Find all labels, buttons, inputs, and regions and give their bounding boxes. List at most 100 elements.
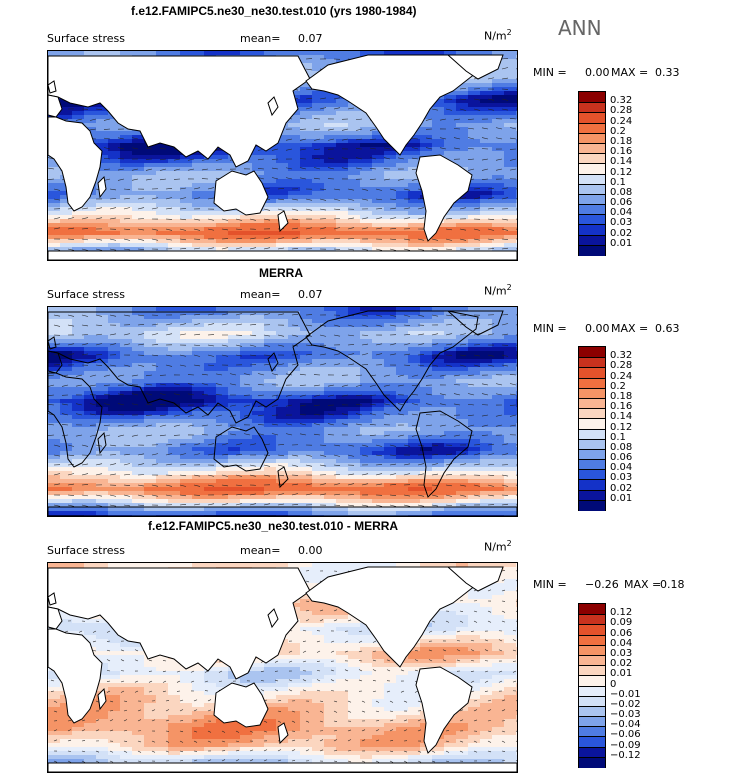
mean-value: 0.00 xyxy=(298,544,323,557)
colorbar-tick-label: 0.06 xyxy=(610,197,633,209)
landmass-australia xyxy=(213,426,269,472)
colorbar-tick-label: 0.03 xyxy=(610,647,633,659)
colorbar-tick-label: 0.01 xyxy=(610,668,633,680)
colorbar-tick-label: 0.02 xyxy=(610,658,633,670)
max-label: MAX = xyxy=(611,322,649,335)
colorbar-swatch xyxy=(579,387,605,399)
colorbar-swatch xyxy=(579,153,605,164)
colorbar-swatch xyxy=(579,705,605,717)
colorbar-swatch xyxy=(579,234,605,246)
colorbar-swatch xyxy=(579,604,605,615)
mean-label: mean= xyxy=(240,32,281,45)
colorbar-swatch xyxy=(579,214,605,225)
panel-title: MERRA xyxy=(259,266,303,280)
colorbar-swatch xyxy=(579,634,605,646)
colorbar-tick-label: 0.18 xyxy=(610,390,633,402)
colorbar-swatch xyxy=(579,716,605,727)
colorbar-swatch xyxy=(579,112,605,124)
season-label: ANN xyxy=(558,16,602,40)
colorbar-tick-label: 0.18 xyxy=(610,135,633,147)
colorbar-tick-label: 0.03 xyxy=(610,472,633,484)
units-label: N/m2 xyxy=(484,283,512,298)
stress-field xyxy=(48,51,517,260)
colorbar-tick-label: 0.24 xyxy=(610,370,633,382)
variable-label: Surface stress xyxy=(47,544,125,557)
min-value: −0.26 xyxy=(585,578,619,591)
colorbar-swatch xyxy=(579,92,605,103)
colorbar-swatch xyxy=(579,499,605,511)
units-label: N/m2 xyxy=(484,539,512,554)
colorbar-swatch xyxy=(579,644,605,656)
max-value: 0.63 xyxy=(655,322,680,335)
world-map xyxy=(47,50,518,261)
landmass-greenland xyxy=(446,566,504,592)
variable-label: Surface stress xyxy=(47,288,125,301)
colorbar-tick-label: −0.01 xyxy=(610,688,641,700)
colorbar-swatch xyxy=(579,665,605,676)
mean-value: 0.07 xyxy=(298,288,323,301)
min-value: 0.00 xyxy=(585,322,610,335)
colorbar-tick-label: 0.1 xyxy=(610,176,626,188)
colorbar-swatch xyxy=(579,624,605,636)
colorbar-swatch xyxy=(579,459,605,470)
landmass-madagascar xyxy=(97,687,107,711)
colorbar-tick-label: −0.02 xyxy=(610,698,641,710)
landmass-antarctica xyxy=(48,250,517,260)
colorbar xyxy=(578,346,606,511)
landmass-europe xyxy=(48,94,63,118)
landmass-uk xyxy=(48,336,57,350)
colorbar-swatch xyxy=(579,367,605,379)
colorbar-tick-label: 0.06 xyxy=(610,627,633,639)
colorbar-tick-label: 0.12 xyxy=(610,421,633,433)
max-label: MAX = xyxy=(611,66,649,79)
landmass-madagascar xyxy=(97,431,107,455)
mean-value: 0.07 xyxy=(298,32,323,45)
colorbar-swatch xyxy=(579,142,605,154)
min-label: MIN = xyxy=(533,66,567,79)
max-label: MAX = xyxy=(624,578,662,591)
landmass-japan xyxy=(267,96,279,117)
colorbar-swatch xyxy=(579,695,605,707)
colorbar-swatch xyxy=(579,357,605,368)
panel-title: f.e12.FAMIPC5.ne30_ne30.test.010 (yrs 19… xyxy=(131,4,417,18)
colorbar-swatch xyxy=(579,438,605,450)
landmass-japan xyxy=(267,608,279,629)
colorbar-swatch xyxy=(579,756,605,768)
min-value: 0.00 xyxy=(585,66,610,79)
colorbar-tick-label: 0.01 xyxy=(610,237,633,249)
colorbar-swatch xyxy=(579,193,605,205)
colorbar-swatch xyxy=(579,173,605,185)
colorbar-tick-label: 0.04 xyxy=(610,462,633,474)
colorbar-tick-label: 0.09 xyxy=(610,617,633,629)
colorbar-swatch xyxy=(579,489,605,501)
landmass-asia xyxy=(48,567,311,680)
units-label: N/m2 xyxy=(484,28,512,43)
colorbar-swatch xyxy=(579,614,605,625)
stress-field xyxy=(48,563,517,772)
colorbar-tick-label: 0.08 xyxy=(610,441,633,453)
colorbar-swatch xyxy=(579,685,605,697)
colorbar-swatch xyxy=(579,347,605,358)
landmass-australia xyxy=(213,682,269,728)
colorbar-tick-label: 0.28 xyxy=(610,360,633,372)
colorbar-tick-label: 0.02 xyxy=(610,482,633,494)
mean-label: mean= xyxy=(240,544,281,557)
colorbar-swatch xyxy=(579,163,605,174)
colorbar-tick-label: −0.04 xyxy=(610,719,641,731)
mean-label: mean= xyxy=(240,288,281,301)
colorbar-swatch xyxy=(579,408,605,419)
colorbar-swatch xyxy=(579,654,605,666)
colorbar-tick-label: −0.06 xyxy=(610,729,641,741)
max-value: 0.33 xyxy=(655,66,680,79)
landmass-uk xyxy=(48,80,57,94)
colorbar-tick-label: 0.02 xyxy=(610,227,633,239)
landmass-nz xyxy=(277,210,289,233)
colorbar-swatch xyxy=(579,418,605,429)
landmass-nz xyxy=(277,466,289,489)
colorbar-swatch xyxy=(579,736,605,748)
colorbar-tick-label: 0.01 xyxy=(610,492,633,504)
landmass-nz xyxy=(277,722,289,745)
colorbar-tick-label: 0.1 xyxy=(610,431,626,443)
continent-outlines xyxy=(48,310,517,516)
colorbar-tick-label: 0.12 xyxy=(610,607,633,619)
